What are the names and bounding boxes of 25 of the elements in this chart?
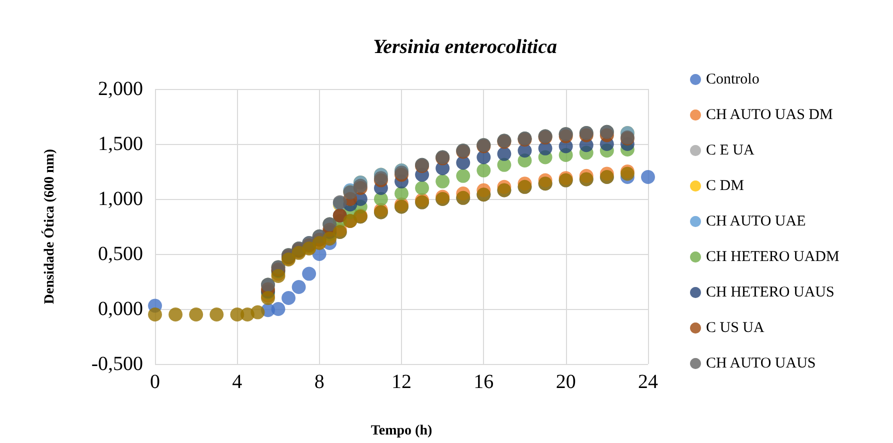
y-tick-label: 0,500 <box>98 243 143 265</box>
y-tick-label: 1,500 <box>98 133 143 155</box>
legend-label: CH AUTO UAUS <box>706 356 816 372</box>
x-tick-label: 4 <box>232 371 242 393</box>
x-tick-label: 12 <box>392 371 412 393</box>
legend-label: CH HETERO UAUS <box>706 284 834 300</box>
x-axis-title: Tempo (h) <box>370 424 432 438</box>
legend-label: C US UA <box>706 320 765 336</box>
y-tick-label: 0,000 <box>98 298 143 320</box>
legend-label: CH AUTO UAE <box>706 214 806 230</box>
legend-label: CH HETERO UADM <box>706 249 840 265</box>
legend-label: C E UA <box>706 142 754 158</box>
legend-label: CH AUTO UAS DM <box>706 107 833 123</box>
y-tick-label: -0,500 <box>91 353 143 375</box>
x-tick-label: 8 <box>314 371 324 393</box>
x-tick-label: 0 <box>150 371 160 393</box>
chart-title: Yersinia enterocolitica <box>373 36 557 58</box>
legend-label: Controlo <box>706 72 760 88</box>
x-tick-label: 24 <box>638 371 658 393</box>
legend-label: C DM <box>706 178 744 194</box>
y-tick-label: 2,000 <box>98 78 143 100</box>
x-tick-label: 16 <box>474 371 494 393</box>
y-axis-title: Densidade Ótica (600 nm) <box>40 148 58 304</box>
y-tick-label: 1,000 <box>98 188 143 210</box>
x-tick-label: 20 <box>556 371 576 393</box>
